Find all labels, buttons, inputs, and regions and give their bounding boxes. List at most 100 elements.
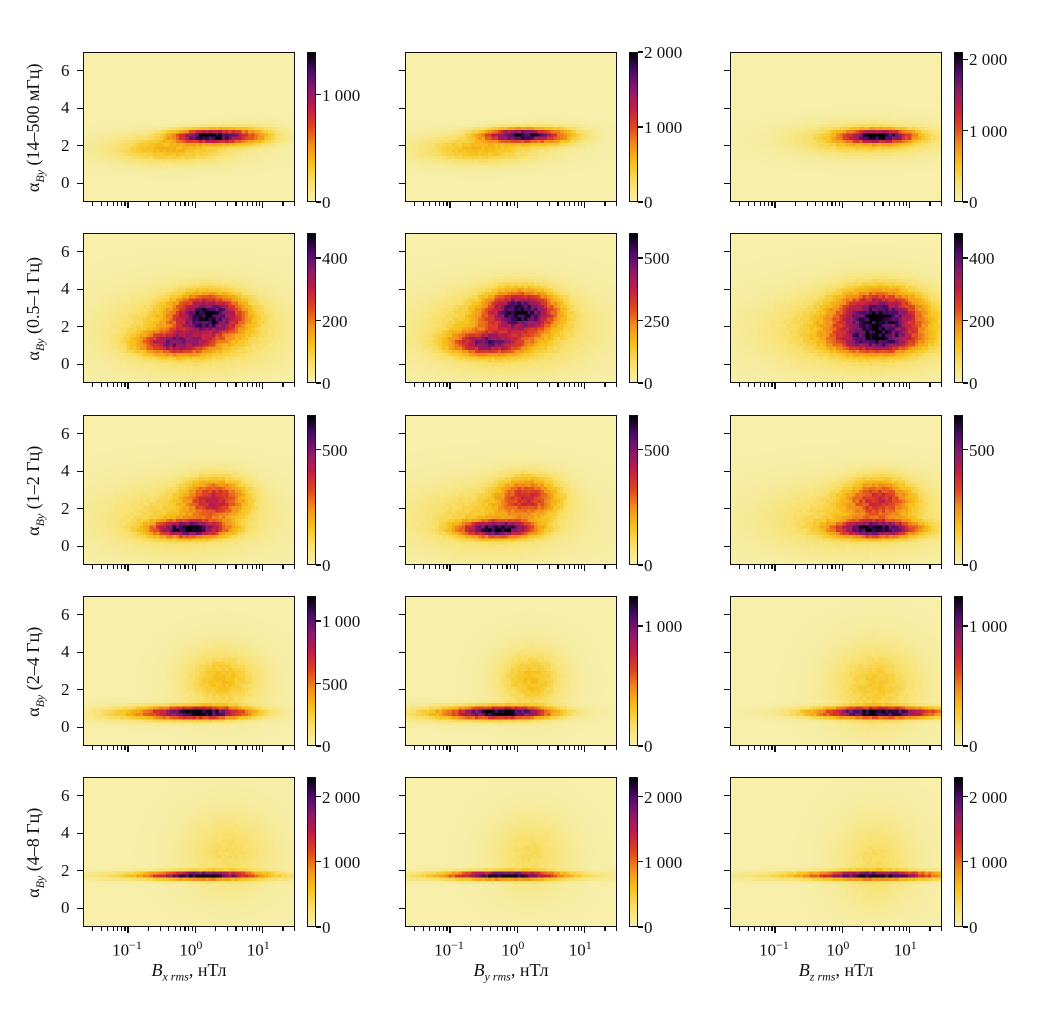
x-minor-tick	[414, 927, 416, 931]
x-minor-tick	[147, 202, 149, 206]
x-minor-tick	[241, 927, 244, 931]
colorbar-tick-label: 2 000	[644, 43, 683, 62]
x-major-tick	[584, 565, 586, 571]
x-minor-tick	[764, 565, 766, 569]
x-minor-tick	[506, 383, 508, 387]
x-minor-tick	[806, 202, 808, 206]
x-minor-tick	[188, 565, 190, 569]
tick-base: 10	[112, 940, 130, 960]
colorbar-tick-label: 0	[322, 556, 331, 575]
x-minor-tick	[117, 202, 119, 206]
colorbar-tick-label: 0	[969, 374, 978, 393]
x-minor-tick	[124, 565, 126, 569]
x-minor-tick	[434, 746, 436, 750]
x-minor-tick	[422, 202, 424, 206]
x-minor-tick	[815, 383, 817, 387]
x-minor-tick	[929, 565, 931, 569]
colorbar-tick	[963, 564, 968, 566]
y-tick	[724, 907, 730, 909]
colorbar-tick	[638, 449, 643, 451]
x-major-tick	[584, 746, 586, 752]
heatmap	[406, 416, 616, 564]
tick-exponent: 0	[196, 938, 203, 952]
x-minor-tick	[888, 565, 891, 569]
heatmap-axes	[405, 596, 617, 746]
y-tick-label: 2	[61, 679, 70, 699]
y-tick	[724, 107, 730, 109]
x-minor-tick	[496, 383, 498, 387]
y-tick	[399, 726, 405, 728]
x-minor-tick	[821, 746, 823, 750]
x-minor-tick	[771, 927, 773, 931]
y-tick	[77, 907, 83, 909]
x-minor-tick	[888, 927, 891, 931]
heatmap	[406, 778, 616, 926]
x-minor-tick	[882, 565, 884, 569]
x-minor-tick	[569, 927, 571, 931]
x-minor-tick	[506, 202, 508, 206]
x-minor-tick	[604, 565, 606, 569]
tick-base: 10	[501, 940, 519, 960]
x-major-tick	[841, 202, 843, 208]
x-minor-tick	[429, 383, 431, 387]
y-tick	[724, 470, 730, 472]
x-minor-tick	[241, 746, 244, 750]
x-minor-tick	[557, 565, 559, 569]
x-minor-tick	[506, 565, 508, 569]
x-minor-tick	[255, 383, 257, 387]
y-tick	[724, 508, 730, 510]
colorbar	[954, 596, 963, 746]
x-minor-tick	[255, 746, 257, 750]
heatmap-axes	[730, 777, 942, 927]
colorbar-tick	[316, 682, 321, 685]
x-minor-tick	[747, 202, 749, 206]
y-tick	[77, 70, 83, 72]
x-minor-tick	[764, 202, 766, 206]
colorbar-tick	[963, 201, 968, 203]
x-minor-tick	[490, 927, 492, 931]
x-minor-tick	[862, 202, 864, 206]
colorbar-tick-label: 500	[969, 440, 995, 460]
y-tick	[399, 145, 405, 147]
x-major-tick	[841, 383, 843, 389]
colorbar-tick	[638, 926, 643, 928]
colorbar-tick-label: 0	[322, 737, 331, 756]
x-minor-tick	[100, 565, 102, 569]
colorbar-tick-label: 1 000	[969, 617, 1008, 636]
x-minor-tick	[506, 927, 508, 931]
x-minor-tick	[806, 746, 808, 750]
y-tick	[724, 832, 730, 834]
x-minor-tick	[873, 927, 876, 931]
heatmap-axes	[83, 415, 295, 565]
y-tick-label: 6	[61, 423, 70, 443]
x-minor-tick	[226, 746, 229, 750]
y-axis-label-subscript: By	[32, 875, 47, 889]
x-minor-tick	[442, 202, 445, 206]
x-minor-tick	[439, 383, 441, 387]
x-minor-tick	[179, 565, 182, 569]
colorbar-tick	[963, 926, 968, 928]
x-minor-tick	[513, 202, 515, 206]
x-minor-tick	[120, 383, 123, 387]
x-minor-tick	[92, 383, 94, 387]
tick-exponent: −1	[451, 938, 464, 952]
x-minor-tick	[831, 202, 833, 206]
x-minor-tick	[573, 565, 575, 569]
x-minor-tick	[496, 565, 498, 569]
heatmap-axes	[730, 415, 942, 565]
x-minor-tick	[548, 383, 551, 387]
x-minor-tick	[754, 746, 756, 750]
y-tick	[77, 145, 83, 147]
y-tick-label: 4	[61, 642, 70, 662]
x-minor-tick	[184, 383, 186, 387]
y-axis-label-subscript: By	[32, 513, 47, 527]
x-minor-tick	[117, 565, 119, 569]
x-minor-tick	[490, 383, 492, 387]
x-minor-tick	[862, 927, 864, 931]
x-minor-tick	[469, 746, 471, 750]
y-tick-label: 6	[61, 241, 70, 261]
x-minor-tick	[434, 202, 436, 206]
x-minor-tick	[112, 202, 114, 206]
colorbar-tick-label: 500	[322, 674, 348, 694]
x-minor-tick	[873, 565, 876, 569]
